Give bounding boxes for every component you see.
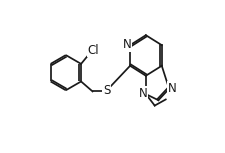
Text: S: S	[103, 84, 110, 97]
Text: N: N	[123, 38, 131, 51]
Text: N: N	[168, 82, 177, 95]
Text: N: N	[139, 87, 147, 100]
Text: Cl: Cl	[88, 44, 99, 57]
